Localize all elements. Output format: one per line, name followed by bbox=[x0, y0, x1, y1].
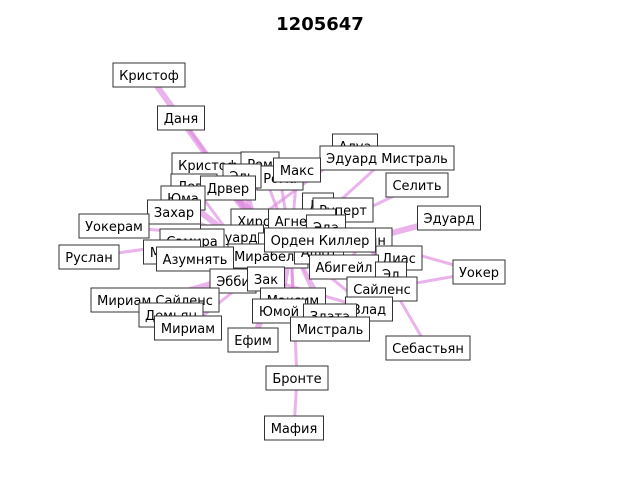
node-text: Зак bbox=[254, 273, 278, 288]
node-text: Кристоф bbox=[119, 69, 179, 84]
node-box bbox=[156, 246, 234, 272]
node-text: Захар bbox=[154, 206, 194, 221]
node-label: Мистраль bbox=[290, 316, 370, 342]
node-text: Абигейл bbox=[316, 261, 373, 276]
node-label: Макс bbox=[273, 157, 321, 183]
node-layer: КристофДаняАлуаЭдуард МистральКристофРом… bbox=[58, 62, 506, 441]
node-label: Кристоф bbox=[112, 62, 186, 88]
node-label: Ефим bbox=[227, 327, 279, 353]
node-box bbox=[385, 335, 471, 361]
node-box bbox=[264, 227, 376, 253]
node-text: Уокер bbox=[459, 266, 499, 281]
node-label: Уокер bbox=[452, 259, 506, 285]
node-label: Дрвер bbox=[200, 175, 256, 201]
node-text: Мистраль bbox=[297, 323, 364, 338]
node-text: Себастьян bbox=[392, 342, 464, 357]
node-box bbox=[452, 259, 506, 285]
node-label: Захар bbox=[147, 199, 201, 225]
node-box bbox=[309, 254, 379, 280]
node-label: Даня bbox=[157, 105, 205, 131]
node-box bbox=[58, 244, 120, 270]
node-label: Орден Киллер bbox=[264, 227, 376, 253]
node-label: Селить bbox=[385, 172, 449, 198]
node-box bbox=[200, 175, 256, 201]
node-text: Селить bbox=[392, 179, 441, 194]
node-text: Бронте bbox=[272, 372, 321, 387]
node-label: Мириам bbox=[154, 315, 222, 341]
node-text: Эдуард bbox=[424, 212, 475, 227]
node-box bbox=[417, 205, 481, 231]
node-box bbox=[227, 327, 279, 353]
node-box bbox=[319, 145, 455, 171]
node-label: Бронте bbox=[265, 365, 329, 391]
node-label: Эдуард bbox=[417, 205, 481, 231]
node-box bbox=[264, 415, 324, 441]
node-label: Эдуард Мистраль bbox=[319, 145, 455, 171]
node-box bbox=[273, 157, 321, 183]
node-text: Мириам bbox=[161, 322, 215, 337]
node-text: Руслан bbox=[65, 251, 112, 266]
node-text: Ефим bbox=[234, 334, 272, 349]
node-text: Эбби bbox=[216, 275, 250, 290]
node-box bbox=[78, 213, 150, 239]
node-label: Зак bbox=[247, 266, 285, 292]
node-text: Азумнять bbox=[163, 253, 228, 268]
node-text: Влад bbox=[352, 303, 386, 318]
node-label: Мафия bbox=[264, 415, 324, 441]
node-box bbox=[385, 172, 449, 198]
node-label: Себастьян bbox=[385, 335, 471, 361]
node-label: Азумнять bbox=[156, 246, 234, 272]
node-text: Юмой bbox=[259, 305, 299, 320]
node-box bbox=[290, 316, 370, 342]
node-label: Уокерам bbox=[78, 213, 150, 239]
node-text: Сайленс bbox=[353, 283, 410, 298]
node-text: Даня bbox=[164, 112, 198, 127]
node-box bbox=[154, 315, 222, 341]
diagram-title: 1205647 bbox=[276, 14, 364, 35]
node-box bbox=[265, 365, 329, 391]
node-text: Орден Киллер bbox=[271, 234, 370, 249]
node-box bbox=[157, 105, 205, 131]
node-label: Руслан bbox=[58, 244, 120, 270]
node-text: Макс bbox=[280, 164, 314, 179]
node-box bbox=[147, 199, 201, 225]
node-text: Уокерам bbox=[85, 220, 143, 235]
node-text: Эдуард Мистраль bbox=[326, 152, 448, 167]
node-box bbox=[247, 266, 285, 292]
node-box bbox=[112, 62, 186, 88]
node-text: Мирабель bbox=[234, 250, 302, 265]
node-text: Дрвер bbox=[207, 182, 249, 197]
node-text: Мафия bbox=[271, 422, 318, 437]
node-label: Абигейл bbox=[309, 254, 379, 280]
